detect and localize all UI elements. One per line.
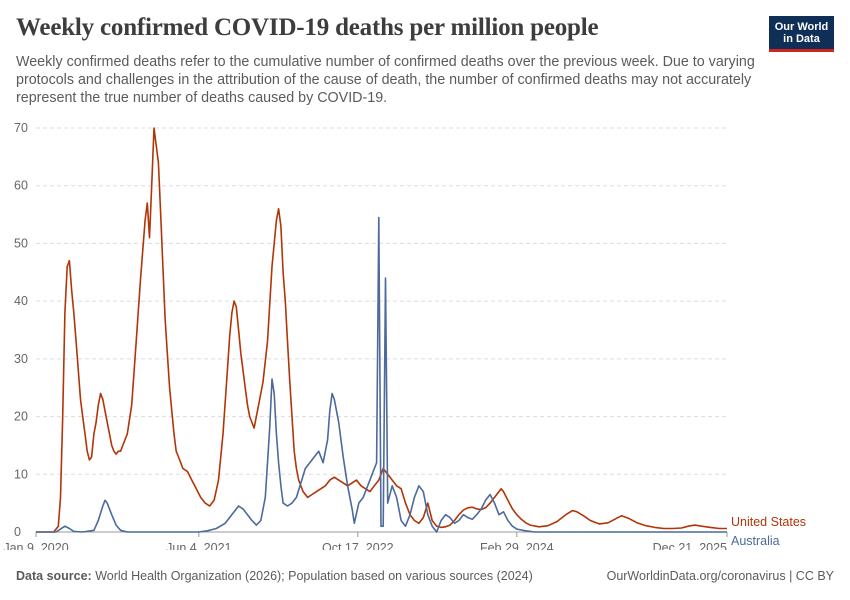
y-tick-label: 70: [14, 121, 28, 135]
y-tick-label: 40: [14, 294, 28, 308]
logo-line-1: Our World: [774, 21, 829, 33]
y-tick-label: 0: [14, 525, 21, 539]
line-chart: 0 10 20 30 40 50 60 70 Jan 9, 2020 Jun 4, 2021 Oc…: [3, 121, 806, 550]
legend-label-australia[interactable]: Australia: [731, 534, 780, 548]
source-text: World Health Organization (2026); Popula…: [91, 569, 533, 583]
series-line-australia[interactable]: [36, 216, 727, 533]
y-tick-label: 20: [14, 410, 28, 424]
x-axis: Jan 9, 2020 Jun 4, 2021 Oct 17, 2022 Feb 29…: [3, 531, 728, 550]
source-label: Data source:: [16, 569, 92, 583]
y-tick-label: 50: [14, 236, 28, 250]
x-tick-label: Feb 29, 2024: [480, 541, 554, 550]
x-tick-label: Jun 4, 2021: [166, 541, 231, 550]
legend-label-united-states[interactable]: United States: [731, 515, 806, 529]
footer: Data source: World Health Organization (…: [16, 569, 834, 583]
series-line-united-states[interactable]: [36, 127, 727, 533]
series-lines: [36, 127, 727, 533]
owid-logo[interactable]: Our World in Data: [769, 16, 834, 52]
chart-title: Weekly confirmed COVID-19 deaths per mil…: [16, 14, 599, 41]
chart-subtitle: Weekly confirmed deaths refer to the cum…: [16, 54, 755, 106]
x-tick-label: Dec 21, 2025: [653, 541, 727, 550]
y-tick-label: 10: [14, 467, 28, 481]
logo-line-2: in Data: [783, 33, 820, 45]
x-tick-label: Jan 9, 2020: [3, 541, 68, 550]
y-axis: 0 10 20 30 40 50 60 70: [14, 121, 28, 539]
series-labels: United States Australia: [731, 515, 806, 548]
y-tick-label: 60: [14, 179, 28, 193]
y-tick-label: 30: [14, 352, 28, 366]
credit-link[interactable]: OurWorldinData.org/coronavirus | CC BY: [606, 569, 834, 583]
x-tick-label: Oct 17, 2022: [322, 541, 394, 550]
